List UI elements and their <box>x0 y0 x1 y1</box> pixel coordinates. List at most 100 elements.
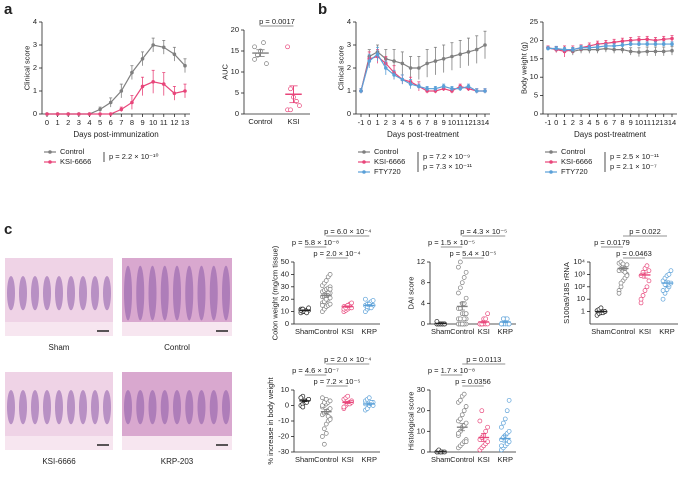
marker <box>670 36 674 41</box>
data-point <box>642 288 648 293</box>
data-point <box>370 298 376 303</box>
y-axis-label: Body weight (g) <box>519 41 528 94</box>
data-point <box>300 404 306 410</box>
marker <box>554 46 559 51</box>
marker <box>119 89 124 93</box>
marker <box>392 59 396 63</box>
data-point <box>506 397 512 403</box>
y-tick-label: 0 <box>285 319 289 328</box>
y-tick-label: 20 <box>530 35 538 44</box>
marker <box>425 61 429 66</box>
x-tick-label: 4 <box>87 118 91 127</box>
data-point <box>640 269 646 275</box>
data-point <box>506 439 512 445</box>
x-tick-label: KRP <box>659 327 674 336</box>
series-line <box>547 37 673 53</box>
data-point <box>252 44 257 50</box>
submucosa <box>122 322 232 336</box>
marker <box>595 47 600 52</box>
panel-label: b <box>318 1 327 18</box>
x-tick-label: 7 <box>612 118 616 127</box>
p-value: p = 0.0356 <box>455 377 491 386</box>
marker <box>637 50 641 54</box>
x-tick-label: 2 <box>571 118 575 127</box>
data-point <box>483 428 489 434</box>
p-value: p = 1.7 × 10⁻⁸ <box>428 366 475 375</box>
p-value: p = 4.3 × 10⁻⁵ <box>460 227 507 236</box>
marker <box>466 84 471 89</box>
data-point <box>320 303 325 308</box>
data-point <box>252 57 257 62</box>
marker <box>367 59 372 63</box>
marker <box>400 77 405 82</box>
legend-marker <box>362 160 366 164</box>
marker <box>408 66 413 70</box>
data-point <box>463 404 469 409</box>
p-value: p = 2.0 × 10⁻⁴ <box>324 355 371 364</box>
x-tick-label: 11 <box>456 118 464 127</box>
data-point <box>457 316 463 322</box>
marker <box>612 47 616 52</box>
marker <box>441 84 446 89</box>
marker <box>172 91 177 96</box>
marker <box>637 42 641 46</box>
marker <box>151 43 155 47</box>
marker <box>653 42 658 46</box>
data-point <box>459 321 465 327</box>
marker <box>661 49 666 54</box>
y-tick-label: -30 <box>278 447 289 456</box>
submucosa <box>5 322 113 336</box>
x-tick-label: KSI <box>342 327 354 336</box>
x-tick-label: 9 <box>140 118 144 127</box>
data-point <box>288 86 293 92</box>
marker <box>425 86 429 91</box>
x-tick-label: 3 <box>579 118 583 127</box>
crypt <box>160 265 169 321</box>
data-point <box>323 431 329 436</box>
y-tick-label: 5 <box>534 91 538 100</box>
y-tick-label: 25 <box>530 17 538 26</box>
x-tick-label: 14 <box>668 118 676 127</box>
data-point <box>304 310 310 316</box>
data-point <box>306 305 311 311</box>
marker <box>77 112 81 116</box>
legend-marker <box>362 150 366 154</box>
marker <box>628 42 633 46</box>
data-point <box>660 288 666 293</box>
y-tick-label: 1 <box>347 86 351 95</box>
data-point <box>327 272 333 277</box>
data-point <box>463 439 469 445</box>
data-point <box>506 428 512 434</box>
data-point <box>321 426 327 432</box>
data-point <box>366 395 372 401</box>
x-tick-label: Control <box>314 327 339 336</box>
data-point <box>477 418 483 424</box>
crypt <box>55 275 63 311</box>
marker <box>595 45 600 49</box>
series-line <box>360 53 485 92</box>
data-point <box>320 434 325 439</box>
marker <box>98 107 102 112</box>
crypt <box>43 275 51 311</box>
marker <box>98 112 102 116</box>
p-value: p = 5.4 × 10⁻⁵ <box>449 249 496 258</box>
y-tick-label: 4 <box>33 17 37 26</box>
y-tick-label: 50 <box>281 257 289 266</box>
y-axis-label: Clinical score <box>337 46 346 91</box>
y-tick-label: 10 <box>231 67 239 76</box>
marker <box>172 52 177 56</box>
data-point <box>327 286 333 292</box>
marker <box>661 42 666 46</box>
image-label: KSI-6666 <box>42 457 76 466</box>
p-value: p = 4.6 × 10⁻⁷ <box>292 366 339 375</box>
marker <box>359 89 363 93</box>
y-tick-label: 15 <box>530 54 538 63</box>
y-tick-label: 30 <box>417 385 425 394</box>
data-point <box>483 316 489 322</box>
data-point <box>327 398 333 404</box>
data-point <box>461 275 467 280</box>
marker <box>151 80 155 84</box>
legend-label: FTY720 <box>561 167 588 176</box>
marker <box>587 45 592 50</box>
x-tick-label: 9 <box>442 118 446 127</box>
